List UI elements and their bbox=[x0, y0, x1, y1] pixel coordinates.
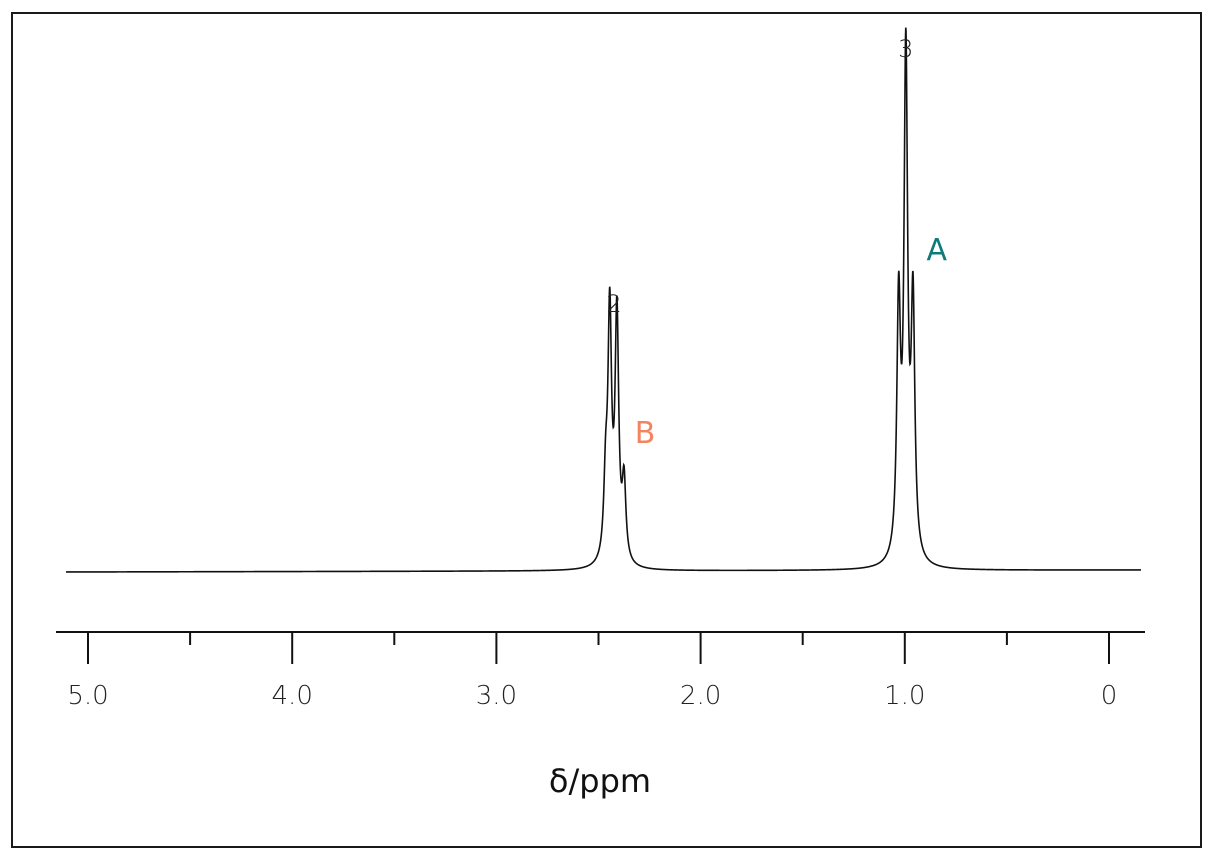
integration-label: 2 bbox=[606, 290, 621, 318]
spectrum-trace bbox=[66, 27, 1141, 573]
x-tick-label: 4.0 bbox=[272, 681, 313, 711]
signal-label: A bbox=[927, 233, 948, 268]
integration-label: 3 bbox=[898, 35, 913, 63]
x-axis: 5.0 4.0 3.0 2.0 1.0 0 bbox=[56, 631, 1145, 711]
x-tick-label: 1.0 bbox=[884, 681, 925, 711]
x-tick-label: 3.0 bbox=[476, 681, 517, 711]
spectrum-layer bbox=[66, 27, 1141, 573]
annotation-layer: 2 B 3 A bbox=[606, 35, 947, 451]
x-tick-label: 2.0 bbox=[680, 681, 721, 711]
x-tick-label: 5.0 bbox=[67, 681, 108, 711]
signal-label: B bbox=[635, 416, 656, 451]
x-tick-label: 0 bbox=[1101, 681, 1118, 711]
x-axis-title: δ/ppm bbox=[549, 762, 651, 800]
